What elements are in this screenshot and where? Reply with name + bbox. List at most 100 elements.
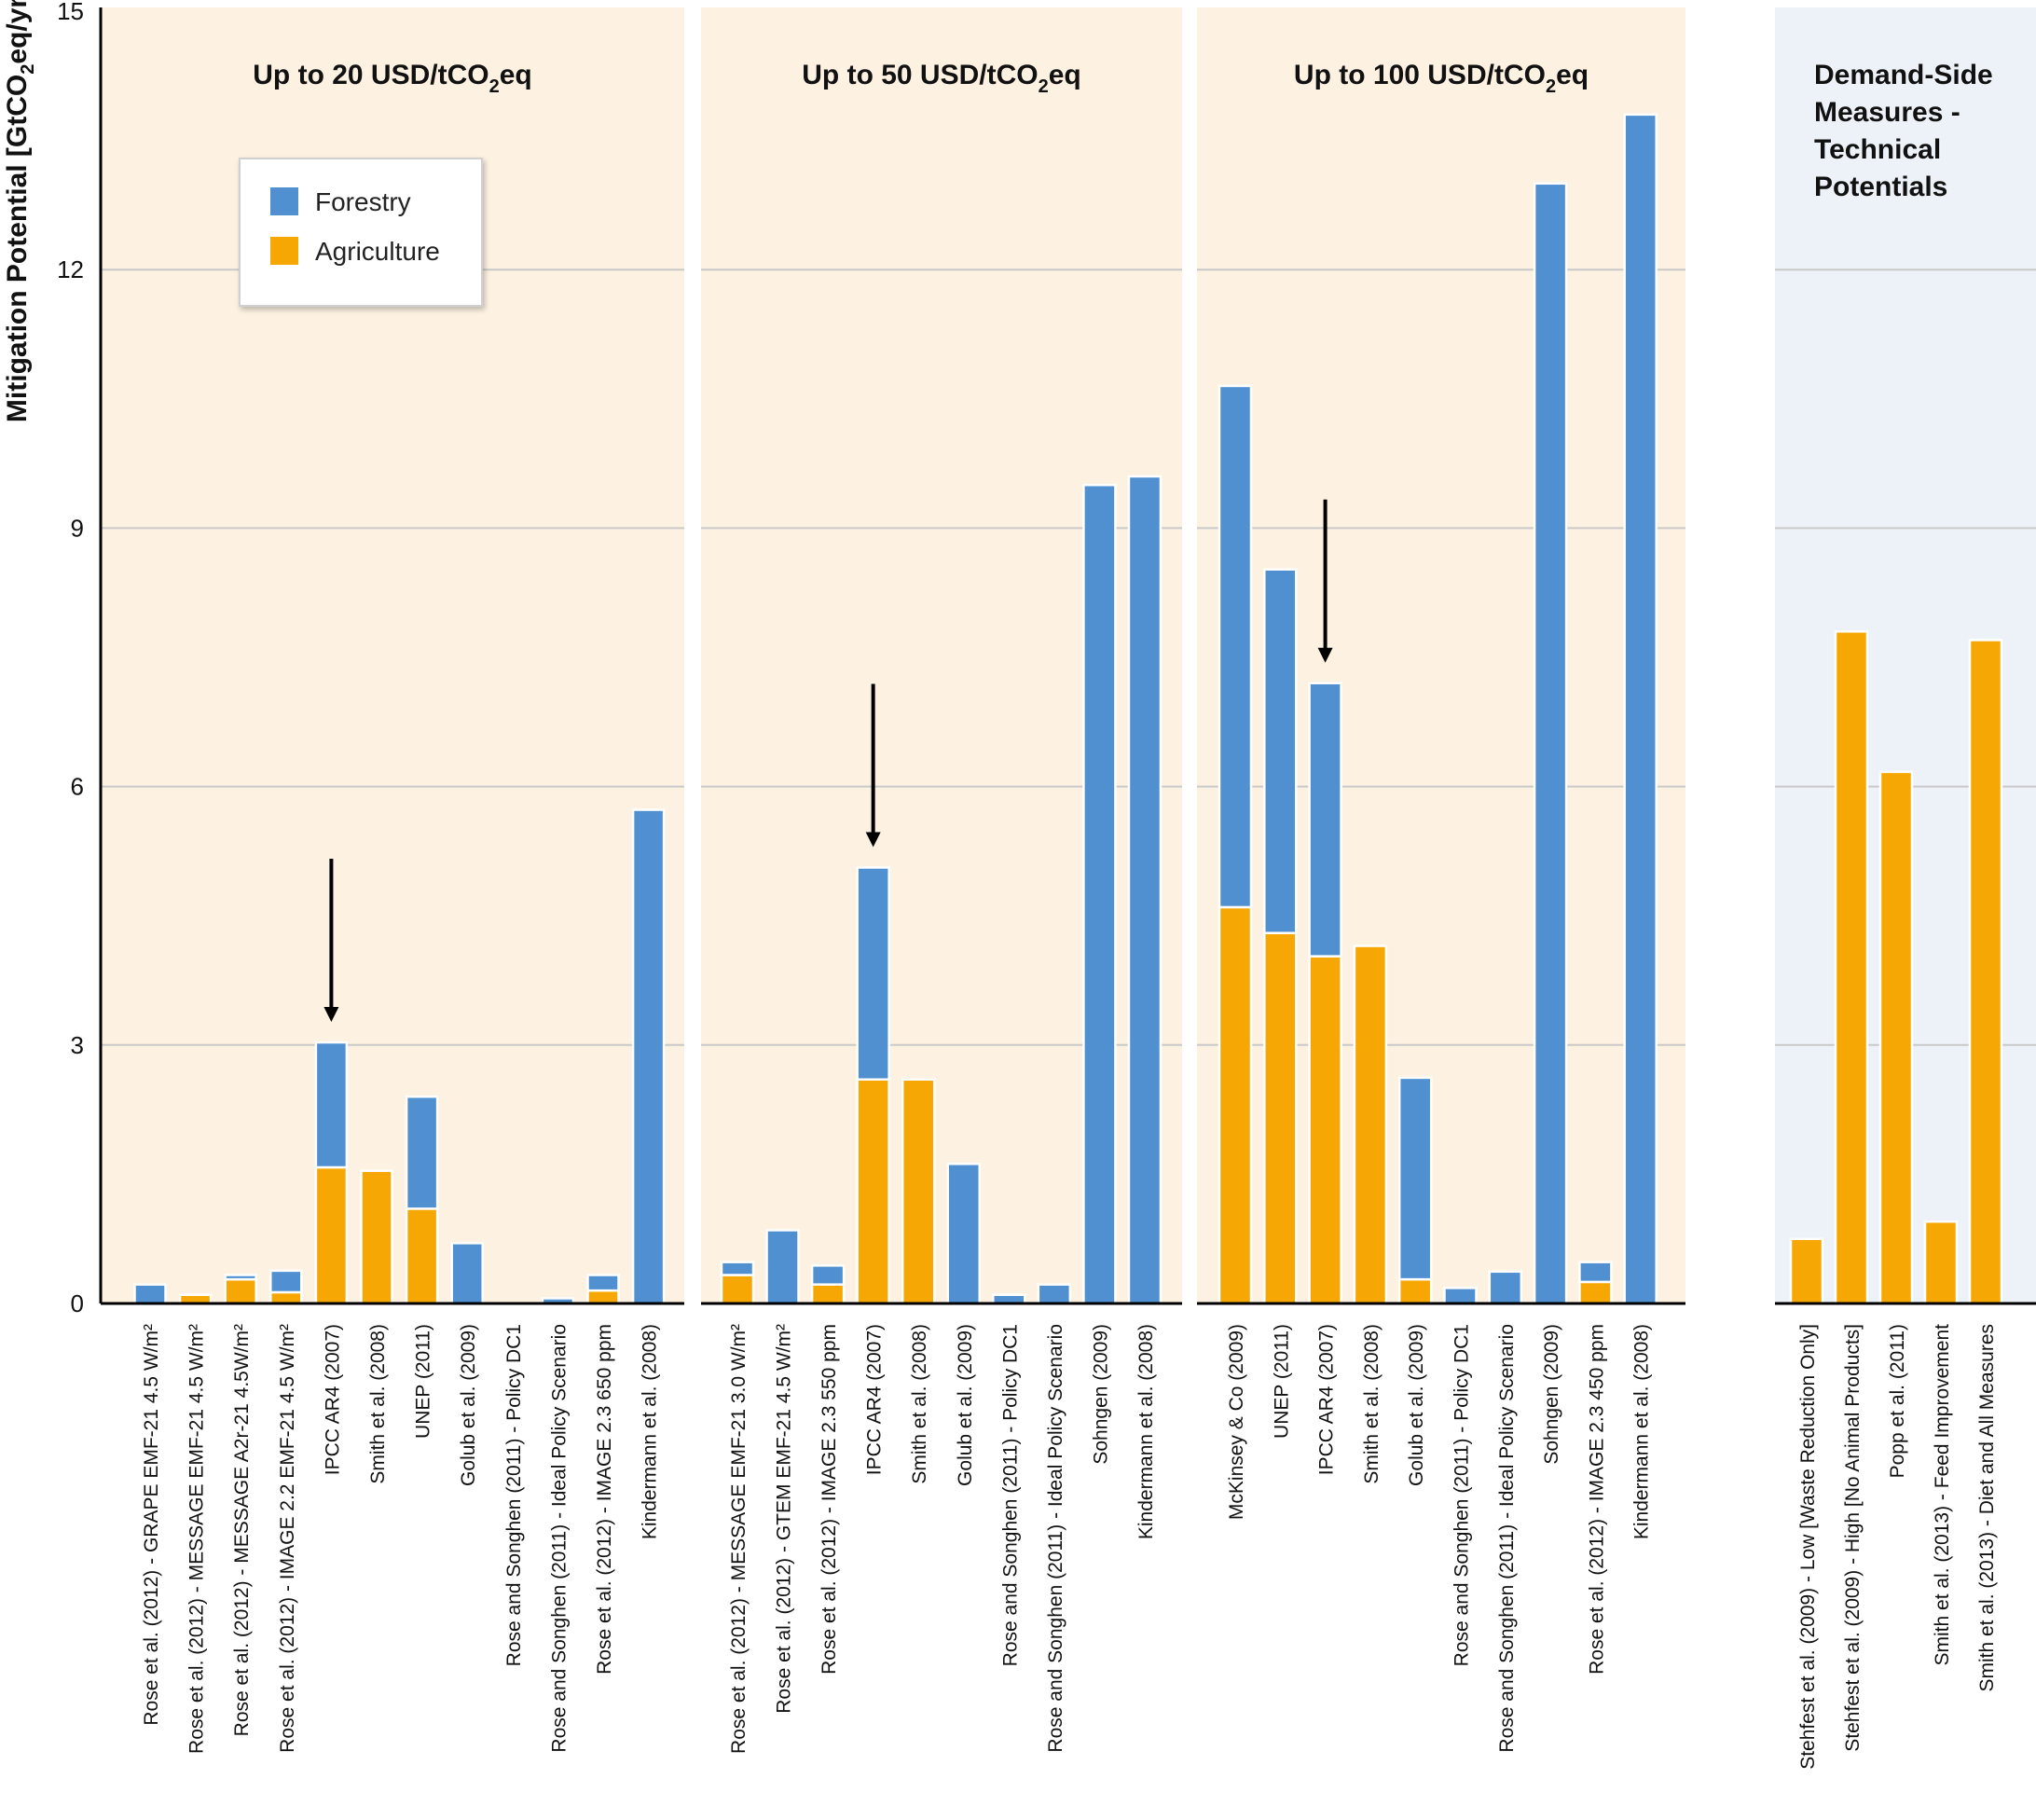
bar-forestry [720, 1261, 755, 1276]
bar-agriculture [1878, 770, 1914, 1305]
bar-label: Rose and Songhen (2011) - Policy DC1 [503, 1324, 525, 1666]
bar-label: Kindermann et al. (2008) [1631, 1324, 1653, 1539]
bar-label: McKinsey & Co (2009) [1226, 1324, 1247, 1520]
bar-agriculture [856, 1078, 890, 1305]
bar-forestry [1308, 682, 1342, 958]
bar-agriculture [1263, 931, 1298, 1305]
bar-agriculture [1923, 1220, 1959, 1305]
bar-label: Rose et al. (2012) - IMAGE 2.3 450 ppm [1586, 1324, 1607, 1675]
bar-label: IPCC AR4 (2007) [864, 1324, 886, 1475]
annotation-arrows [323, 499, 1333, 1023]
bar-agriculture [1353, 944, 1388, 1305]
bar-agriculture [1217, 905, 1253, 1305]
legend-swatch-forestry [270, 187, 298, 215]
panel-title-usd20: Up to 20 USD/tCO2eq [253, 60, 532, 97]
bar-agriculture [360, 1169, 393, 1305]
bar-label: Smith et al. (2008) [909, 1324, 930, 1484]
annotation-arrow-head [1317, 647, 1333, 663]
bar-label: Rose et al. (2012) - GTEM EMF-21 4.5 W/m… [774, 1324, 795, 1714]
bar-label: Rose and Songhen (2011) - Ideal Policy S… [548, 1324, 570, 1753]
y-tick-label: 6 [71, 773, 84, 801]
y-ticks: 0 3 6 9 12 15 [57, 0, 84, 1317]
bar-forestry [269, 1269, 303, 1294]
bar-forestry [946, 1163, 981, 1305]
bar-label: Rose et al. (2012) - MESSAGE EMF-21 3.0 … [728, 1324, 750, 1754]
bar-forestry [1263, 568, 1298, 934]
bar-agriculture [1789, 1237, 1824, 1305]
bar-forestry [405, 1095, 439, 1210]
bar-agriculture [1397, 1277, 1433, 1305]
bar-label: Smith et al. (2008) [1361, 1324, 1383, 1484]
bar-label: Rose et al. (2012) - IMAGE 2.3 550 ppm [819, 1324, 840, 1675]
annotation-arrow-head [865, 832, 881, 848]
bar-forestry [1037, 1283, 1072, 1305]
bar-agriculture [810, 1283, 846, 1305]
y-axis-label-subscript: 2 [18, 64, 38, 75]
bar-forestry [586, 1274, 620, 1292]
bar-label: Kindermann et al. (2008) [1135, 1324, 1157, 1539]
bar-label: Golub et al. (2009) [458, 1324, 479, 1486]
bar-forestry [1217, 384, 1253, 909]
panel-title-usd100: Up to 100 USD/tCO2eq [1294, 60, 1589, 97]
bar-label: UNEP (2011) [413, 1324, 434, 1439]
bar-label: Smith et al. (2013) - Diet and All Measu… [1976, 1324, 1998, 1692]
bar-forestry [810, 1264, 846, 1286]
annotation-arrow-head [323, 1007, 339, 1023]
bar-label: Kindermann et al. (2008) [640, 1324, 661, 1539]
bar-forestry [1488, 1270, 1523, 1305]
bar-agriculture [405, 1207, 439, 1305]
y-tick-label: 12 [57, 255, 84, 283]
panel-title-demand: Demand-Side Measures -Technical Potentials [1814, 60, 1993, 202]
bar-label: Rose and Songhen (2011) - Policy DC1 [999, 1324, 1021, 1666]
bar-label: Smith et al. (2008) [367, 1324, 389, 1484]
bar-agriculture [586, 1289, 620, 1305]
bars [133, 113, 2003, 1305]
bar-forestry [1443, 1287, 1478, 1305]
bar-forestry [224, 1274, 257, 1281]
bar-agriculture [1578, 1280, 1613, 1305]
bar-labels: Rose et al. (2012) - GRAPE EMF-21 4.5 W/… [141, 1324, 1998, 1770]
legend-label-forestry: Forestry [315, 187, 411, 216]
bar-agriculture [720, 1274, 755, 1305]
bar-label: Stehfest et al. (2009) - Low [Waste Redu… [1797, 1324, 1819, 1770]
bar-forestry [1533, 182, 1568, 1305]
bar-agriculture [269, 1290, 303, 1305]
legend-label-agriculture: Agriculture [315, 237, 440, 266]
legend-swatch-agriculture [270, 237, 298, 265]
bar-label: Rose et al. (2012) - MESSAGE EMF-21 4.5 … [186, 1324, 208, 1754]
y-axis-label: Mitigation Potential [GtCO2eq/yr] [2, 0, 38, 422]
bar-forestry [314, 1041, 349, 1169]
bar-label: Sohngen (2009) [1090, 1324, 1111, 1465]
bar-label: Rose et al. (2012) - GRAPE EMF-21 4.5 W/… [141, 1324, 162, 1726]
bar-forestry [765, 1229, 800, 1305]
bar-agriculture [314, 1165, 349, 1305]
bar-label: Popp et al. (2011) [1887, 1324, 1908, 1478]
bar-agriculture [1834, 630, 1869, 1305]
bar-forestry [1623, 113, 1658, 1305]
bar-agriculture [901, 1078, 936, 1305]
bar-forestry [856, 866, 890, 1082]
bar-label: Smith et al. (2013) - Feed Improvement [1932, 1324, 1953, 1666]
bar-agriculture [1968, 639, 2003, 1305]
bar-label: Rose et al. (2012) - IMAGE 2.3 650 ppm [594, 1324, 615, 1675]
y-tick-label: 9 [71, 514, 84, 542]
panel-title-usd50: Up to 50 USD/tCO2eq [802, 60, 1081, 97]
y-tick-label: 3 [71, 1031, 84, 1059]
bar-label: Sohngen (2009) [1541, 1324, 1562, 1465]
bar-label: Rose and Songhen (2011) - Ideal Policy S… [1045, 1324, 1066, 1753]
bar-agriculture [224, 1277, 257, 1305]
bar-agriculture [1308, 955, 1342, 1305]
legend: Forestry Agriculture [239, 158, 483, 307]
bar-forestry [1082, 483, 1117, 1305]
bar-label: Rose et al. (2012) - IMAGE 2.2 EMF-21 4.… [277, 1324, 298, 1753]
bar-forestry [1127, 475, 1162, 1305]
bar-label: IPCC AR4 (2007) [1316, 1324, 1338, 1475]
bar-label: Rose and Songhen (2011) - Ideal Policy S… [1496, 1324, 1518, 1753]
bar-label: Rose et al. (2012) - MESSAGE A2r-21 4.5W… [231, 1324, 253, 1736]
bar-label: Golub et al. (2009) [1406, 1324, 1427, 1486]
bar-label: UNEP (2011) [1271, 1324, 1292, 1439]
axes [99, 7, 2036, 1305]
y-tick-label: 0 [71, 1289, 84, 1317]
y-tick-label: 15 [57, 0, 84, 25]
